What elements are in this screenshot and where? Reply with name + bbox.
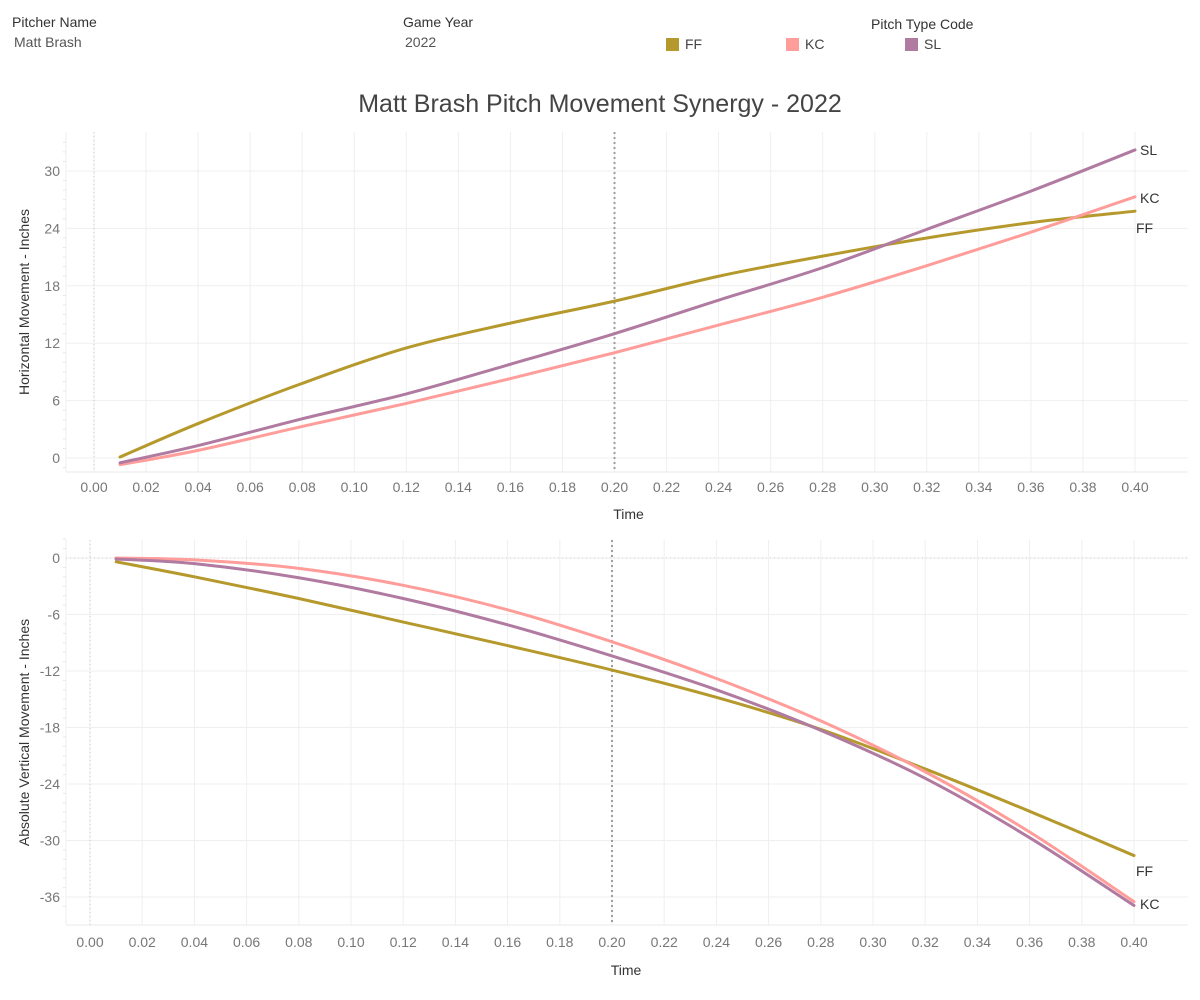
x-tick-label: 0.20 — [598, 934, 625, 950]
x-tick-label: 0.22 — [653, 479, 680, 495]
end-label-kc: KC — [1140, 896, 1159, 912]
legend-swatch-ff — [666, 37, 679, 51]
x-axis-title: Time — [611, 962, 642, 978]
x-tick-label: 0.26 — [755, 934, 782, 950]
vertical-movement-chart[interactable]: 0.00 0.02 0.04 0.06 0.08 0.10 0.12 0.14 0.16 0.18… — [0, 530, 1200, 990]
x-tick-label: 0.34 — [965, 479, 992, 495]
x-tick-label: 0.08 — [289, 479, 316, 495]
end-label-ff: FF — [1136, 863, 1153, 879]
x-tick-label: 0.14 — [442, 934, 469, 950]
x-tick-label: 0.34 — [964, 934, 991, 950]
end-label-ff: FF — [1136, 220, 1153, 236]
chart-title: Matt Brash Pitch Movement Synergy - 2022 — [358, 90, 842, 118]
series-line-sl[interactable] — [114, 557, 1136, 907]
y-tick-label: -6 — [48, 607, 61, 623]
x-tick-label: 0.36 — [1017, 479, 1044, 495]
x-tick-label: 0.04 — [181, 934, 208, 950]
series-line-ff[interactable] — [118, 209, 1137, 459]
x-tick-label: 0.32 — [913, 479, 940, 495]
x-tick-label: 0.20 — [601, 479, 628, 495]
legend-item-sl[interactable]: SL — [905, 36, 941, 52]
x-tick-label: 0.06 — [233, 934, 260, 950]
x-tick-label: 0.16 — [497, 479, 524, 495]
series-line-kc[interactable] — [118, 195, 1137, 467]
x-tick-label: 0.18 — [546, 934, 573, 950]
x-tick-label: 0.40 — [1121, 479, 1148, 495]
x-tick-label: 0.28 — [809, 479, 836, 495]
x-tick-label: 0.40 — [1120, 934, 1147, 950]
x-tick-label: 0.30 — [861, 479, 888, 495]
x-tick-label: 0.06 — [237, 479, 264, 495]
horizontal-movement-chart[interactable]: 0.00 0.02 0.04 0.06 0.08 0.10 0.12 0.14 0.16 0.18… — [0, 120, 1200, 520]
y-tick-label: -24 — [40, 776, 60, 792]
pitcher-name-filter[interactable]: Pitcher Name Matt Brash — [12, 14, 97, 50]
x-tick-label: 0.38 — [1069, 479, 1096, 495]
x-tick-label: 0.18 — [549, 479, 576, 495]
legend-title: Pitch Type Code — [871, 16, 974, 32]
y-tick-label: -18 — [40, 720, 60, 736]
x-tick-label: 0.14 — [445, 479, 472, 495]
legend-label-ff: FF — [685, 36, 703, 52]
end-label-sl: SL — [1140, 142, 1157, 158]
x-tick-label: 0.36 — [1016, 934, 1043, 950]
y-tick-label: 18 — [44, 278, 60, 294]
x-tick-label: 0.00 — [76, 934, 103, 950]
game-year-filter-title: Game Year — [403, 14, 474, 30]
game-year-filter-value[interactable]: 2022 — [405, 34, 437, 50]
x-axis-title: Time — [613, 506, 644, 520]
x-tick-label: 0.02 — [132, 479, 159, 495]
legend-swatch-sl — [905, 37, 918, 51]
x-tick-label: 0.04 — [184, 479, 211, 495]
x-tick-label: 0.22 — [651, 934, 678, 950]
y-tick-label: -30 — [40, 833, 60, 849]
x-tick-label: 0.08 — [285, 934, 312, 950]
x-tick-label: 0.00 — [80, 479, 107, 495]
legend-swatch-kc — [786, 37, 799, 51]
x-tick-label: 0.16 — [494, 934, 521, 950]
x-tick-label: 0.38 — [1068, 934, 1095, 950]
y-tick-label: 30 — [44, 163, 60, 179]
series-line-kc[interactable] — [114, 556, 1136, 904]
y-tick-label: 6 — [52, 393, 60, 409]
y-tick-label: 12 — [44, 335, 60, 351]
pitcher-name-filter-value[interactable]: Matt Brash — [14, 34, 82, 50]
y-tick-label: -12 — [40, 663, 60, 679]
pitcher-name-filter-title: Pitcher Name — [12, 14, 97, 30]
y-tick-label: -36 — [40, 889, 60, 905]
y-axis-title: Absolute Vertical Movement - Inches — [16, 619, 32, 846]
x-tick-label: 0.24 — [703, 934, 730, 950]
x-tick-label: 0.26 — [757, 479, 784, 495]
x-tick-label: 0.10 — [337, 934, 364, 950]
x-tick-label: 0.24 — [705, 479, 732, 495]
y-axis-title: Horizontal Movement - Inches — [16, 209, 32, 395]
legend-item-kc[interactable]: KC — [786, 36, 824, 52]
x-tick-label: 0.12 — [393, 479, 420, 495]
legend-label-kc: KC — [805, 36, 825, 52]
y-tick-label: 24 — [44, 220, 60, 236]
y-tick-label: 0 — [52, 450, 60, 466]
end-label-kc: KC — [1140, 190, 1159, 206]
legend-item-ff[interactable]: FF — [666, 36, 702, 52]
game-year-filter[interactable]: Game Year 2022 — [403, 14, 473, 50]
x-tick-label: 0.02 — [129, 934, 156, 950]
series-line-sl[interactable] — [118, 148, 1137, 465]
series-line-ff[interactable] — [114, 560, 1136, 858]
x-tick-label: 0.32 — [912, 934, 939, 950]
legend-label-sl: SL — [924, 36, 942, 52]
x-tick-label: 0.30 — [859, 934, 886, 950]
x-tick-label: 0.10 — [341, 479, 368, 495]
x-tick-label: 0.12 — [390, 934, 417, 950]
x-tick-label: 0.28 — [807, 934, 834, 950]
y-tick-label: 0 — [52, 550, 60, 566]
